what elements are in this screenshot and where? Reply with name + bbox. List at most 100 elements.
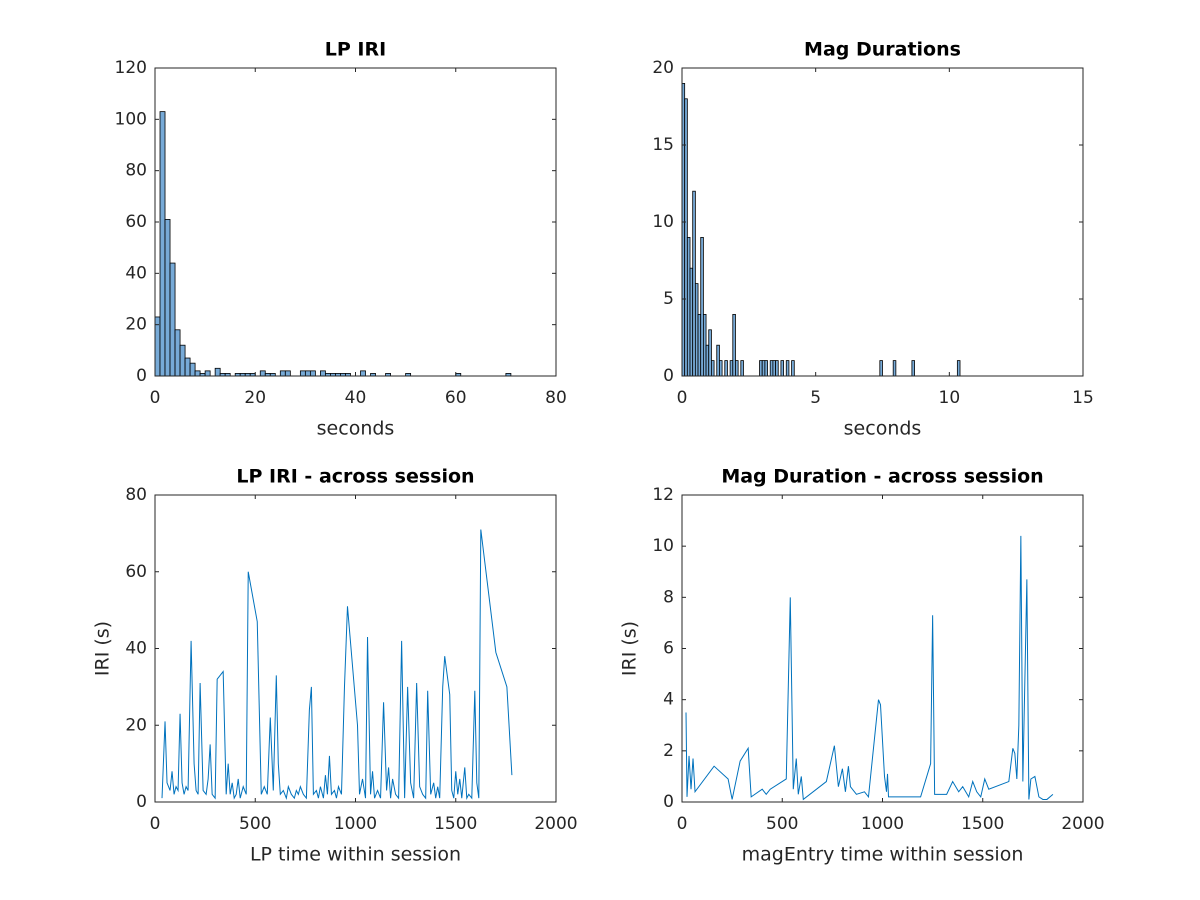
bar (304, 370, 311, 377)
bar (702, 313, 707, 377)
x-tick-label: 40 (345, 388, 367, 408)
bar (775, 360, 779, 377)
bar (697, 313, 702, 377)
y-tick-label: 60 (125, 562, 147, 582)
plot-area (682, 68, 1083, 376)
y-tick-label: 40 (125, 263, 147, 283)
x-tick-label: 5 (810, 388, 821, 408)
data-line (685, 535, 1054, 801)
x-tick-label: 15 (1072, 388, 1094, 408)
y-tick-label: 0 (663, 366, 674, 386)
bar (284, 370, 291, 377)
bar (184, 357, 191, 377)
y-axis-label: IRI (s) (92, 621, 114, 676)
axes: 0 500 1000 1500 2000 0 2 4 6 8 10 12 Mag Duration - … (619, 466, 1105, 866)
chart-title: LP IRI (325, 39, 386, 61)
plot-area (155, 495, 556, 802)
bar (780, 360, 784, 377)
plot-area (155, 68, 556, 376)
x-tick-label: 1000 (861, 814, 904, 834)
y-tick-label: 120 (115, 58, 147, 78)
bar (791, 360, 795, 377)
x-axis-label: LP time within session (250, 844, 461, 866)
bar (785, 360, 790, 377)
y-tick-label: 20 (652, 58, 674, 78)
bar (204, 370, 211, 377)
bar (724, 360, 728, 377)
y-tick-label: 12 (652, 485, 674, 505)
x-axis-label: magEntry time within session (742, 844, 1024, 866)
bar (729, 360, 734, 377)
y-tick-label: 40 (125, 639, 147, 659)
bar (764, 360, 768, 377)
bar (684, 98, 688, 377)
x-tick-label: 2000 (534, 814, 577, 834)
bar (735, 360, 739, 377)
x-tick-label: 80 (545, 388, 567, 408)
bar (692, 190, 696, 377)
y-tick-label: 2 (663, 741, 674, 761)
x-axis-label: seconds (844, 418, 922, 440)
y-tick-label: 100 (115, 109, 147, 129)
chart-title: Mag Durations (804, 39, 961, 61)
bar (892, 360, 897, 377)
plot-area (682, 495, 1083, 802)
x-tick-label: 1500 (961, 814, 1004, 834)
y-tick-label: 20 (125, 315, 147, 335)
y-tick-label: 8 (663, 587, 674, 607)
x-tick-label: 1000 (334, 814, 377, 834)
x-tick-label: 10 (939, 388, 961, 408)
bar (761, 360, 766, 377)
bar (879, 360, 883, 377)
bar (309, 370, 316, 377)
y-tick-label: 0 (136, 792, 147, 812)
y-tick-label: 10 (652, 212, 674, 232)
bar (360, 370, 366, 377)
bar (689, 267, 694, 377)
bar (911, 360, 915, 377)
y-tick-label: 4 (663, 690, 674, 710)
y-tick-label: 20 (125, 715, 147, 735)
bar (154, 316, 161, 377)
bar (759, 360, 763, 377)
bar (719, 360, 723, 377)
bar (711, 360, 715, 377)
chart-title: Mag Duration - across session (721, 466, 1043, 488)
bar (956, 360, 961, 377)
y-tick-label: 80 (125, 485, 147, 505)
axes: 0 5 10 15 0 5 10 15 20 Mag Durations seconds (652, 39, 1093, 440)
x-tick-label: 20 (244, 388, 266, 408)
y-tick-label: 60 (125, 212, 147, 232)
bar (732, 313, 736, 377)
axes: 0 20 40 60 80 0 20 40 60 80 100 120 LP IRI seconds (115, 39, 567, 440)
bar (694, 283, 699, 377)
x-tick-label: 500 (766, 814, 798, 834)
y-tick-label: 15 (652, 135, 674, 155)
bar (740, 360, 744, 377)
x-tick-label: 0 (150, 814, 161, 834)
bar (700, 236, 704, 377)
bar (164, 219, 171, 377)
x-tick-label: 1500 (434, 814, 477, 834)
y-tick-label: 10 (652, 536, 674, 556)
bar (279, 370, 286, 377)
bar (772, 360, 776, 377)
bar (174, 329, 181, 377)
y-axis-label: IRI (s) (619, 621, 641, 676)
bar (705, 344, 710, 377)
bar (189, 362, 196, 377)
bar (299, 370, 306, 377)
x-tick-label: 60 (445, 388, 467, 408)
bar (716, 344, 720, 377)
x-tick-label: 2000 (1061, 814, 1104, 834)
y-tick-label: 0 (136, 366, 147, 386)
y-tick-label: 6 (663, 639, 674, 659)
bar (686, 236, 691, 377)
x-tick-label: 0 (677, 388, 688, 408)
x-axis-label: seconds (317, 418, 395, 440)
bar (769, 360, 774, 377)
bar (179, 344, 186, 377)
bar (214, 367, 221, 377)
